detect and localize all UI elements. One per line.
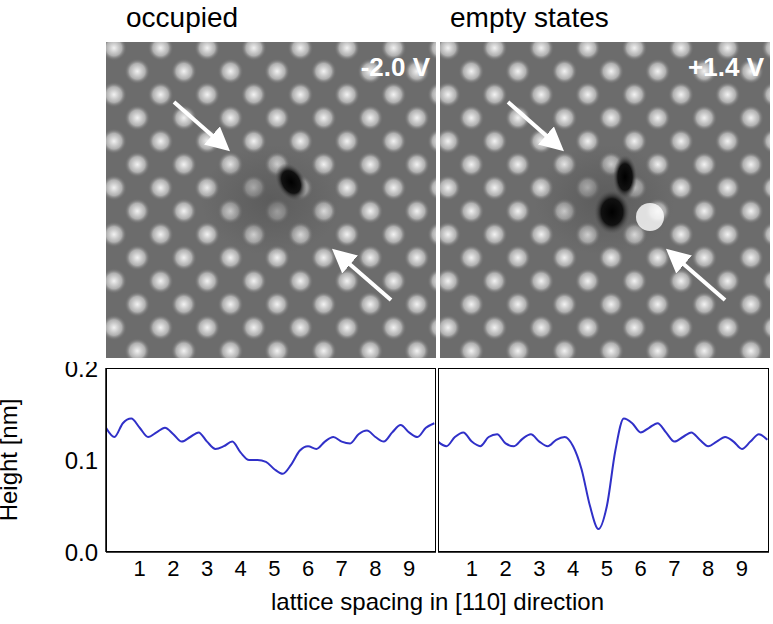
svg-text:3: 3 [533, 556, 545, 581]
svg-text:5: 5 [601, 556, 613, 581]
svg-text:0.1: 0.1 [65, 447, 98, 474]
svg-text:9: 9 [403, 556, 415, 581]
svg-text:0.0: 0.0 [65, 539, 98, 566]
svg-text:6: 6 [635, 556, 647, 581]
svg-text:0.2: 0.2 [65, 362, 98, 382]
svg-text:-2.0 V: -2.0 V [361, 52, 431, 82]
svg-text:+1.4 V: +1.4 V [688, 52, 765, 82]
svg-text:4: 4 [235, 556, 247, 581]
svg-text:9: 9 [736, 556, 748, 581]
html-text:occupied: occupied [126, 2, 239, 33]
svg-text:5: 5 [268, 556, 280, 581]
html-text:empty states: empty states [450, 2, 609, 33]
svg-text:6: 6 [302, 556, 314, 581]
svg-text:3: 3 [201, 556, 213, 581]
svg-text:8: 8 [369, 556, 381, 581]
svg-text:1: 1 [134, 556, 146, 581]
svg-text:1: 1 [466, 556, 478, 581]
svg-text:7: 7 [668, 556, 680, 581]
svg-text:8: 8 [702, 556, 714, 581]
svg-text:4: 4 [567, 556, 579, 581]
svg-text:2: 2 [167, 556, 179, 581]
svg-text:7: 7 [336, 556, 348, 581]
svg-text:Height [nm]: Height [nm] [0, 399, 22, 522]
svg-text:2: 2 [499, 556, 511, 581]
html-text:lattice spacing in [110] direc: lattice spacing in [110] direction [271, 588, 604, 615]
